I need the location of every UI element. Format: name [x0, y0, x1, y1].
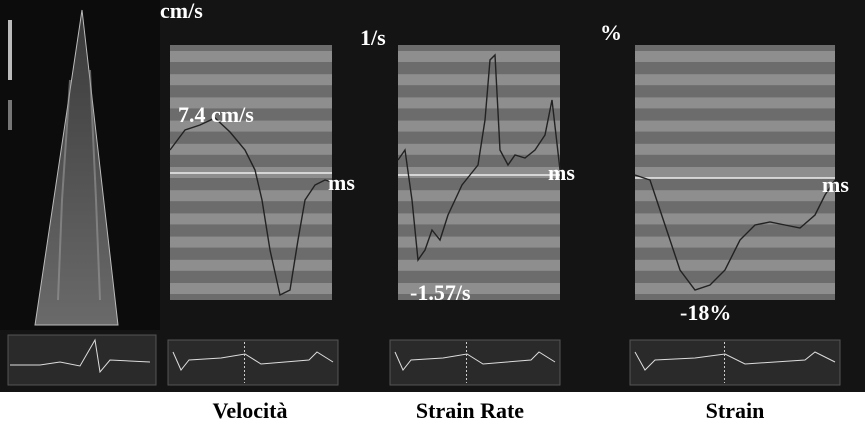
plot-stripe — [398, 74, 560, 85]
panel-caption: Velocità — [213, 398, 288, 423]
plot-stripe — [635, 167, 835, 178]
axis-label: ms — [328, 170, 355, 195]
unit-label: % — [600, 20, 622, 45]
plot-stripe — [170, 51, 332, 62]
plot-stripe — [635, 283, 835, 294]
figure: cm/s 7.4 cm/s ms Velocità 1/s -1.57/s ms Strain… — [0, 0, 865, 423]
plot-stripe — [170, 213, 332, 224]
plot-stripe — [398, 213, 560, 224]
plot-stripe — [398, 237, 560, 248]
ecg-strip — [168, 340, 338, 385]
plot-stripe — [170, 144, 332, 155]
axis-label: ms — [548, 160, 575, 185]
ecg-strip — [8, 335, 156, 385]
plot-stripe — [398, 121, 560, 132]
plot-stripe — [635, 97, 835, 108]
unit-label: cm/s — [160, 0, 203, 23]
color-scale — [8, 100, 12, 130]
peak-label: -18% — [680, 300, 731, 325]
plot-stripe — [635, 51, 835, 62]
plot-stripe — [635, 260, 835, 271]
plot-stripe — [170, 283, 332, 294]
plot-stripe — [398, 51, 560, 62]
plot-stripe — [170, 260, 332, 271]
plot-stripe — [398, 260, 560, 271]
plot-stripe — [398, 97, 560, 108]
plot-stripe — [635, 74, 835, 85]
plot-stripe — [170, 237, 332, 248]
panel-caption: Strain Rate — [416, 398, 524, 423]
plot-stripe — [635, 190, 835, 201]
plot-stripe — [398, 190, 560, 201]
plot-stripe — [635, 144, 835, 155]
peak-label: -1.57/s — [410, 280, 471, 305]
plot-stripe — [635, 121, 835, 132]
plot-stripe — [398, 167, 560, 178]
plot-stripe — [170, 74, 332, 85]
plot-stripe — [635, 237, 835, 248]
axis-label: ms — [822, 172, 849, 197]
unit-label: 1/s — [360, 25, 386, 50]
panel-caption: Strain — [706, 398, 765, 423]
ecg-strip — [630, 340, 840, 385]
echo-screenshot: cm/s 7.4 cm/s ms Velocità 1/s -1.57/s ms Strain… — [0, 0, 865, 423]
color-scale — [8, 20, 12, 80]
peak-label: 7.4 cm/s — [178, 102, 254, 127]
ecg-strip — [390, 340, 560, 385]
